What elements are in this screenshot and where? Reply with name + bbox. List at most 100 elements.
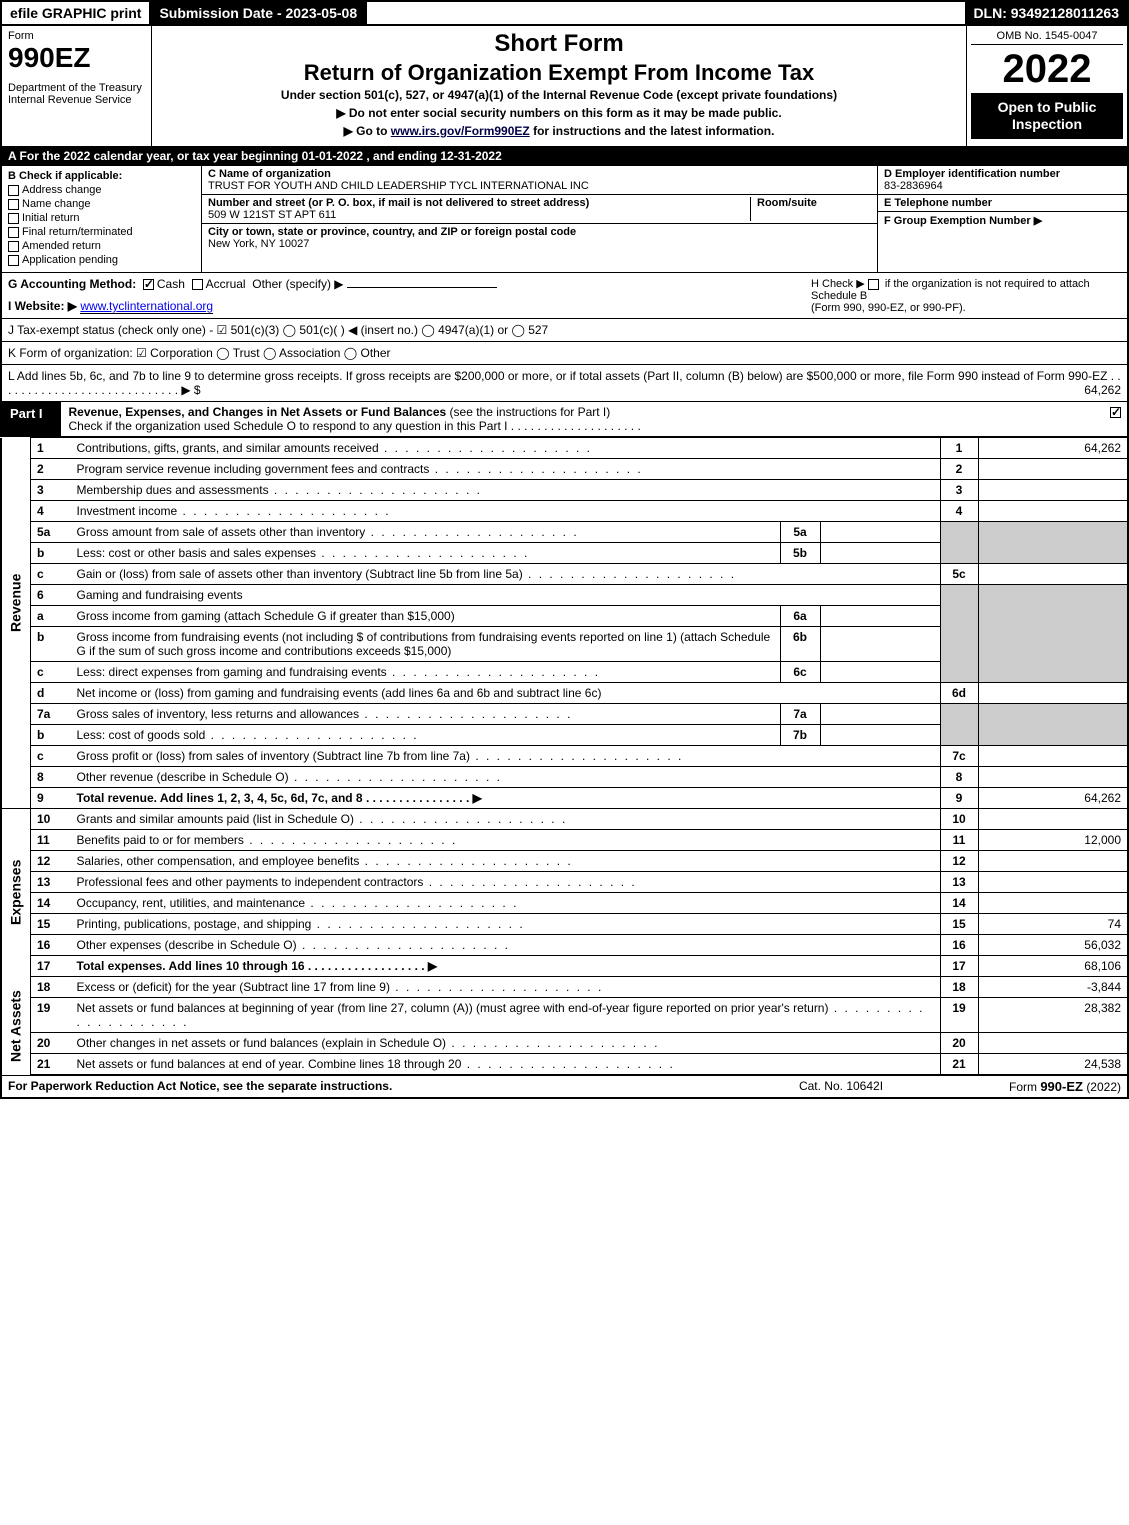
l7b-sub: 7b <box>780 725 820 746</box>
row-6d: d Net income or (loss) from gaming and f… <box>1 683 1128 704</box>
g-label: G Accounting Method: <box>8 277 136 291</box>
row-7c: c Gross profit or (loss) from sales of i… <box>1 746 1128 767</box>
formref-prefix: Form <box>1009 1080 1040 1094</box>
section-b: B Check if applicable: Address change Na… <box>2 166 202 272</box>
l4-desc: Investment income <box>77 504 178 518</box>
title-return: Return of Organization Exempt From Incom… <box>160 60 958 86</box>
section-c: C Name of organization TRUST FOR YOUTH A… <box>202 166 877 272</box>
paperwork-notice: For Paperwork Reduction Act Notice, see … <box>8 1079 741 1094</box>
l14-amt <box>978 893 1128 914</box>
l17-amt: 68,106 <box>978 956 1128 977</box>
org-city: New York, NY 10027 <box>208 238 871 250</box>
chk-address-change-label: Address change <box>22 184 102 196</box>
chk-final-return[interactable]: Final return/terminated <box>8 226 195 238</box>
l11-num: 11 <box>31 830 71 851</box>
formref-bold: 990-EZ <box>1040 1079 1083 1094</box>
l18-desc: Excess or (deficit) for the year (Subtra… <box>77 980 390 994</box>
lines-ghi: G Accounting Method: Cash Accrual Other … <box>0 273 1129 319</box>
row-13: 13 Professional fees and other payments … <box>1 872 1128 893</box>
g-cash: Cash <box>157 277 185 291</box>
g-other-input[interactable] <box>347 287 497 288</box>
omb-number: OMB No. 1545-0047 <box>971 28 1123 45</box>
chk-accrual[interactable] <box>192 279 203 290</box>
row-4: 4 Investment income 4 <box>1 501 1128 522</box>
note-goto-prefix: ▶ Go to <box>344 124 391 138</box>
c-name-label: C Name of organization <box>208 168 871 180</box>
c-name-row: C Name of organization TRUST FOR YOUTH A… <box>202 166 877 195</box>
efile-print-label[interactable]: efile GRAPHIC print <box>2 2 151 24</box>
form-ref: Form 990-EZ (2022) <box>941 1079 1121 1094</box>
l19-num: 19 <box>31 998 71 1033</box>
l4-num: 4 <box>31 501 71 522</box>
l14-num: 14 <box>31 893 71 914</box>
c-city-row: City or town, state or province, country… <box>202 224 877 252</box>
note-goto-suffix: for instructions and the latest informat… <box>533 124 774 138</box>
l20-ln: 20 <box>940 1033 978 1054</box>
l7a-num: 7a <box>31 704 71 725</box>
l6-desc: Gaming and fundraising events <box>71 585 941 606</box>
l10-amt <box>978 809 1128 830</box>
chk-schedule-b[interactable] <box>868 279 879 290</box>
l18-ln: 18 <box>940 977 978 998</box>
part1-check[interactable] <box>1107 402 1127 436</box>
l6d-num: d <box>31 683 71 704</box>
formref-suffix: (2022) <box>1086 1080 1121 1094</box>
l5c-amt <box>978 564 1128 585</box>
l3-num: 3 <box>31 480 71 501</box>
l20-amt <box>978 1033 1128 1054</box>
l5b-val <box>820 543 940 564</box>
l17-ln: 17 <box>940 956 978 977</box>
l6a-sub: 6a <box>780 606 820 627</box>
chk-amended-return[interactable]: Amended return <box>8 240 195 252</box>
line-l: L Add lines 5b, 6c, and 7b to line 9 to … <box>0 365 1129 402</box>
l10-ln: 10 <box>940 809 978 830</box>
irs-link[interactable]: www.irs.gov/Form990EZ <box>391 124 530 138</box>
row-18: Net Assets 18 Excess or (deficit) for th… <box>1 977 1128 998</box>
row-17: 17 Total expenses. Add lines 10 through … <box>1 956 1128 977</box>
l12-ln: 12 <box>940 851 978 872</box>
chk-cash[interactable] <box>143 279 154 290</box>
l5c-ln: 5c <box>940 564 978 585</box>
l12-amt <box>978 851 1128 872</box>
part1-checkbox[interactable] <box>1110 407 1121 418</box>
l-text: L Add lines 5b, 6c, and 7b to line 9 to … <box>8 369 1121 397</box>
l2-ln: 2 <box>940 459 978 480</box>
chk-initial-return[interactable]: Initial return <box>8 212 195 224</box>
g-other: Other (specify) ▶ <box>252 277 343 291</box>
l16-amt: 56,032 <box>978 935 1128 956</box>
form-label: Form <box>8 30 145 42</box>
line-gh: G Accounting Method: Cash Accrual Other … <box>8 277 1121 314</box>
l13-ln: 13 <box>940 872 978 893</box>
row-19: 19 Net assets or fund balances at beginn… <box>1 998 1128 1033</box>
f-label: F Group Exemption Number ▶ <box>884 215 1042 227</box>
chk-amended-return-label: Amended return <box>22 240 101 252</box>
part1-check-text: Check if the organization used Schedule … <box>69 419 641 433</box>
l5b-desc: Less: cost or other basis and sales expe… <box>77 546 316 560</box>
l7a-desc: Gross sales of inventory, less returns a… <box>77 707 360 721</box>
l19-amt: 28,382 <box>978 998 1128 1033</box>
l4-amt <box>978 501 1128 522</box>
chk-address-change[interactable]: Address change <box>8 184 195 196</box>
l15-amt: 74 <box>978 914 1128 935</box>
chk-name-change[interactable]: Name change <box>8 198 195 210</box>
l16-num: 16 <box>31 935 71 956</box>
line-h: H Check ▶ if the organization is not req… <box>811 277 1121 314</box>
row-15: 15 Printing, publications, postage, and … <box>1 914 1128 935</box>
l5a-desc: Gross amount from sale of assets other t… <box>77 525 366 539</box>
l13-num: 13 <box>31 872 71 893</box>
l7b-val <box>820 725 940 746</box>
website-link[interactable]: www.tyclinternational.org <box>80 299 213 314</box>
section-f: F Group Exemption Number ▶ <box>878 212 1127 229</box>
row-7a: 7a Gross sales of inventory, less return… <box>1 704 1128 725</box>
chk-initial-return-label: Initial return <box>22 212 79 224</box>
sidebar-expenses: Expenses <box>1 809 31 977</box>
chk-application-pending[interactable]: Application pending <box>8 254 195 266</box>
row-3: 3 Membership dues and assessments 3 <box>1 480 1128 501</box>
l9-num: 9 <box>31 788 71 809</box>
row-11: 11 Benefits paid to or for members 11 12… <box>1 830 1128 851</box>
l6d-amt <box>978 683 1128 704</box>
lines-table: Revenue 1 Contributions, gifts, grants, … <box>0 437 1129 1075</box>
l4-ln: 4 <box>940 501 978 522</box>
l6d-desc: Net income or (loss) from gaming and fun… <box>77 686 602 700</box>
i-label: I Website: ▶ <box>8 299 77 313</box>
